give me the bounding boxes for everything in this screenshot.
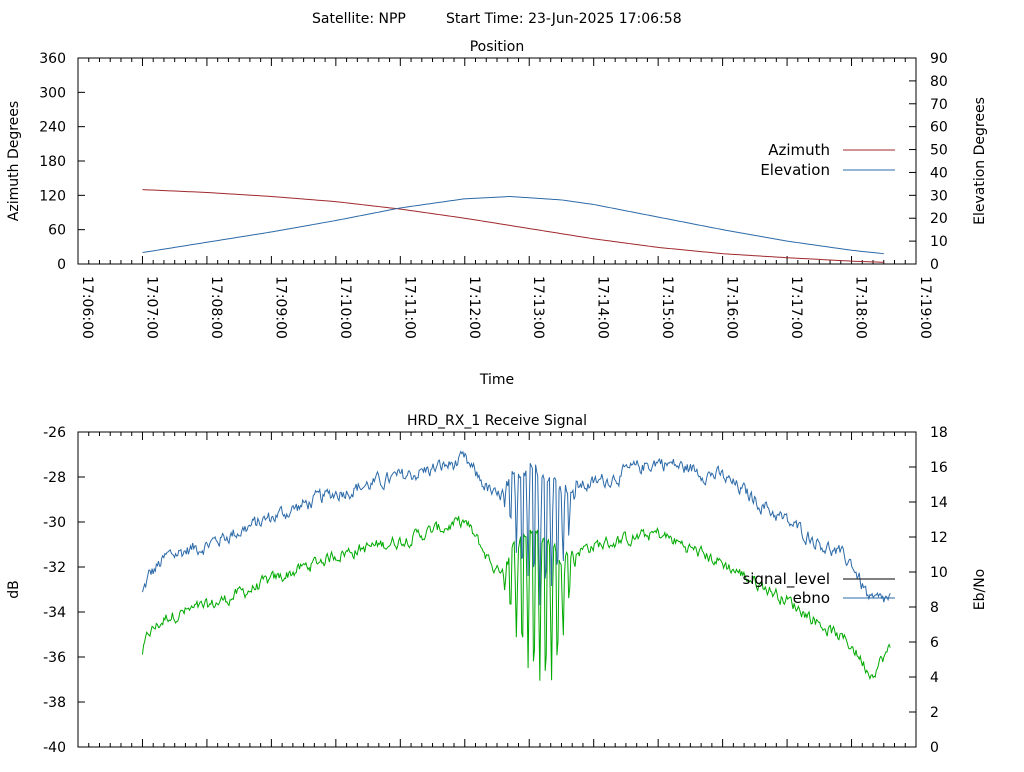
legend-label: Azimuth <box>768 141 830 159</box>
y2-tick-label: 4 <box>930 670 939 686</box>
y2-tick-label: 60 <box>930 120 948 136</box>
x-axis-label: Time <box>479 372 514 388</box>
y2-tick-label: 10 <box>930 565 948 581</box>
y2-tick-label: 18 <box>930 425 948 441</box>
y-tick-label: 360 <box>39 51 66 67</box>
y-axis-label: Azimuth Degrees <box>6 101 22 221</box>
y-tick-label: -40 <box>43 740 66 756</box>
series-line-ebno <box>141 516 891 681</box>
plot-border <box>77 431 917 748</box>
chart-title: Position <box>470 39 525 55</box>
y-tick-label: -26 <box>43 425 66 441</box>
y-tick-label: 60 <box>48 223 66 239</box>
y2-tick-label: 10 <box>930 234 948 250</box>
y-tick-label: 0 <box>57 257 66 273</box>
x-tick-label: 17:08:00 <box>208 276 224 339</box>
x-tick-label: 17:18:00 <box>853 276 869 339</box>
y2-tick-label: 30 <box>930 188 948 204</box>
y-tick-label: 120 <box>39 188 66 204</box>
y2-tick-label: 50 <box>930 143 948 159</box>
y2-tick-label: 90 <box>930 51 948 67</box>
x-tick-label: 17:12:00 <box>466 276 482 339</box>
x-tick-label: 17:11:00 <box>401 276 417 339</box>
x-tick-label: 17:06:00 <box>79 276 95 339</box>
y2-tick-label: 0 <box>930 740 939 756</box>
y-tick-label: -36 <box>43 650 66 666</box>
x-tick-label: 17:10:00 <box>337 276 353 339</box>
y2-tick-label: 14 <box>930 495 948 511</box>
y-axis-label: dB <box>6 580 22 599</box>
signal-chart: HRD_RX_1 Receive Signal -40 -38 -36 -34 -32 -3… <box>6 413 988 756</box>
y-tick-label: 300 <box>39 85 66 101</box>
series-line-azimuth <box>142 189 884 263</box>
x-tick-label: 17:14:00 <box>595 276 611 339</box>
x-tick-label: 17:07:00 <box>143 276 159 339</box>
y-tick-label: -32 <box>43 560 66 576</box>
y-tick-label: -34 <box>43 605 66 621</box>
start-time-label: Start Time: 23-Jun-2025 17:06:58 <box>446 11 682 27</box>
y2-tick-label: 12 <box>930 530 948 546</box>
x-tick-label: 17:09:00 <box>272 276 288 339</box>
x-tick-label: 17:19:00 <box>917 276 933 339</box>
y2-tick-label: 20 <box>930 211 948 227</box>
legend-label: signal_level <box>742 570 830 589</box>
y2-tick-label: 0 <box>930 257 939 273</box>
chart-title: HRD_RX_1 Receive Signal <box>407 413 587 429</box>
y2-tick-label: 8 <box>930 600 939 616</box>
series-line-signal-level <box>141 450 891 606</box>
y-tick-label: 240 <box>39 120 66 136</box>
satellite-label: Satellite: NPP <box>312 11 406 27</box>
x-tick-label: 17:15:00 <box>659 276 675 339</box>
y2-tick-label: 40 <box>930 165 948 181</box>
legend-label: Elevation <box>760 161 830 179</box>
series-line-elevation <box>142 196 884 255</box>
y2-axis-label: Elevation Degrees <box>972 97 988 225</box>
y2-tick-label: 2 <box>930 705 939 721</box>
x-tick-label: 17:13:00 <box>530 276 546 339</box>
legend-label: ebno <box>793 589 830 607</box>
y-tick-label: -30 <box>43 515 66 531</box>
position-chart: Position 0 60 120 180 240 300 360 0 10 20 30 40 50 60 7… <box>6 39 988 388</box>
y-tick-label: 180 <box>39 154 66 170</box>
y2-tick-label: 70 <box>930 97 948 113</box>
x-tick-label: 17:16:00 <box>724 276 740 339</box>
y-tick-label: -28 <box>43 470 66 486</box>
y-tick-label: -38 <box>43 695 66 711</box>
y2-tick-label: 16 <box>930 460 948 476</box>
y2-tick-label: 80 <box>930 74 948 90</box>
x-tick-label: 17:17:00 <box>788 276 804 339</box>
y2-tick-label: 6 <box>930 635 939 651</box>
y2-axis-label: Eb/No <box>972 569 988 611</box>
